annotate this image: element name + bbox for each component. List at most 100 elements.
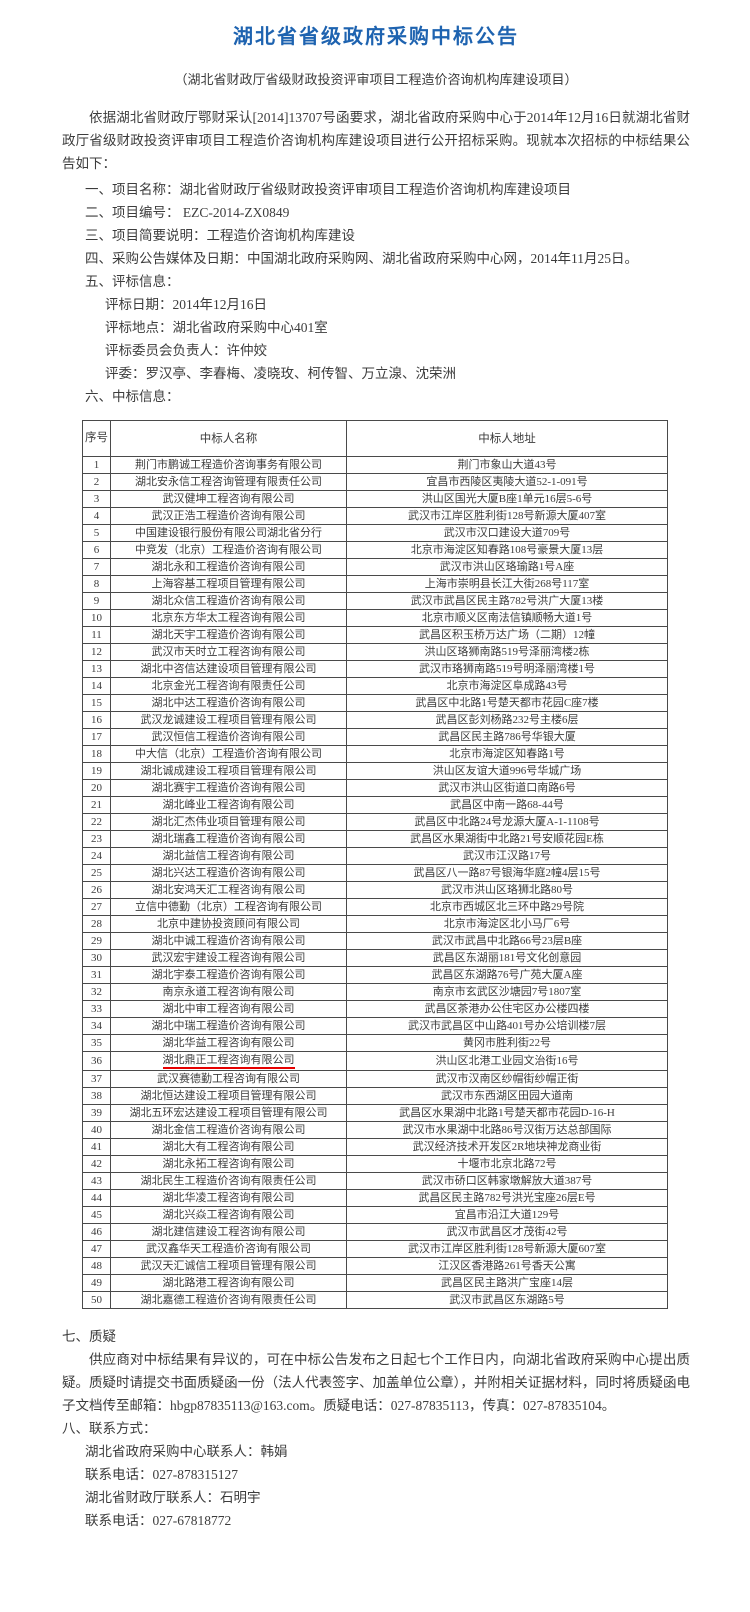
- header-name: 中标人名称: [110, 420, 347, 457]
- cell-row-number: 13: [82, 660, 111, 678]
- cell-row-number: 22: [82, 813, 111, 831]
- page-subtitle: （湖北省财政厅省级财政投资评审项目工程造价咨询机构库建设项目）: [174, 72, 578, 87]
- cell-row-number: 28: [82, 915, 111, 933]
- cell-winner-address: 十堰市北京北路72号: [346, 1155, 668, 1173]
- item-project-name: 一、项目名称：湖北省财政厅省级财政投资评审项目工程造价咨询机构库建设项目: [85, 182, 571, 197]
- eval-date: 评标日期：2014年12月16日: [105, 297, 267, 312]
- cell-winner-address: 武汉市江岸区胜利街128号新源大厦607室: [346, 1240, 668, 1258]
- table-row: 49 湖北路港工程咨询有限公司 武昌区民主路洪广宝座14层: [82, 1274, 668, 1292]
- cell-winner-name: 湖北永和工程造价咨询有限公司: [110, 558, 347, 576]
- cell-row-number: 17: [82, 728, 111, 746]
- table-row: 23 湖北瑞鑫工程造价咨询有限公司 武昌区水果湖街中北路21号安顺花园E栋: [82, 830, 668, 848]
- table-row: 18 中大信（北京）工程造价咨询有限公司 北京市海淀区知春路1号: [82, 745, 668, 763]
- cell-winner-name: 武汉恒信工程造价咨询有限公司: [110, 728, 347, 746]
- item-eval-info: 五、评标信息：: [85, 274, 180, 289]
- table-row: 48 武汉天汇诚信工程项目管理有限公司 江汉区香港路261号香天公寓: [82, 1257, 668, 1275]
- table-row: 16 武汉龙诚建设工程项目管理有限公司 武昌区彭刘杨路232号主楼6层: [82, 711, 668, 729]
- quibble-heading: 七、质疑: [62, 1329, 116, 1344]
- cell-winner-address: 北京市顺义区南法信镇顺畅大道1号: [346, 609, 668, 627]
- table-row: 41 湖北大有工程咨询有限公司 武汉经济技术开发区2R地块神龙商业街: [82, 1138, 668, 1156]
- table-row: 14 北京金光工程咨询有限责任公司 北京市海淀区阜成路43号: [82, 677, 668, 695]
- table-row: 39 湖北五环宏达建设工程项目管理有限公司 武昌区水果湖中北路1号楚天都市花园D-1…: [82, 1104, 668, 1122]
- cell-winner-name: 湖北永拓工程咨询有限公司: [110, 1155, 347, 1173]
- table-row: 24 湖北益信工程咨询有限公司 武汉市江汉路17号: [82, 847, 668, 865]
- cell-winner-name: 中大信（北京）工程造价咨询有限公司: [110, 745, 347, 763]
- cell-winner-name: 湖北中咨信达建设项目管理有限公司: [110, 660, 347, 678]
- table-row: 7 湖北永和工程造价咨询有限公司 武汉市洪山区珞瑜路1号A座: [82, 558, 668, 576]
- cell-winner-address: 武昌区中南一路68-44号: [346, 796, 668, 814]
- cell-row-number: 33: [82, 1000, 111, 1018]
- cell-winner-name: 中竞发（北京）工程造价咨询有限公司: [110, 541, 347, 559]
- cell-winner-name: 北京中建协投资顾问有限公司: [110, 915, 347, 933]
- cell-row-number: 20: [82, 779, 111, 797]
- cell-winner-name: 湖北金信工程造价咨询有限公司: [110, 1121, 347, 1139]
- cell-winner-address: 北京市西城区北三环中路29号院: [346, 898, 668, 916]
- table-row: 5 中国建设银行股份有限公司湖北省分行 武汉市汉口建设大道709号: [82, 524, 668, 542]
- cell-winner-address: 武汉市汉口建设大道709号: [346, 524, 668, 542]
- cell-row-number: 9: [82, 592, 111, 610]
- cell-winner-address: 武汉市水果湖中北路86号汉街万达总部国际: [346, 1121, 668, 1139]
- cell-row-number: 46: [82, 1223, 111, 1241]
- cell-winner-address: 武汉市江岸区胜利街128号新源大厦407室: [346, 507, 668, 525]
- cell-row-number: 34: [82, 1017, 111, 1035]
- cell-row-number: 10: [82, 609, 111, 627]
- table-row: 44 湖北华凌工程咨询有限公司 武昌区民主路782号洪光宝座26层E号: [82, 1189, 668, 1207]
- table-row: 36★ 湖北鼎正工程咨询有限公司 洪山区北港工业园文治街16号: [82, 1051, 668, 1071]
- cell-row-number: 43: [82, 1172, 111, 1190]
- cell-row-number: 11: [82, 626, 111, 644]
- cell-winner-name: 武汉鑫华天工程造价咨询有限公司: [110, 1240, 347, 1258]
- cell-winner-name: 湖北兴达工程造价咨询有限公司: [110, 864, 347, 882]
- cell-row-number: 35: [82, 1034, 111, 1052]
- cell-winner-address: 武昌区民主路786号华银大厦: [346, 728, 668, 746]
- item-project-brief: 三、项目简要说明：工程造价咨询机构库建设: [85, 228, 355, 243]
- cell-row-number: 24: [82, 847, 111, 865]
- table-row: 31 湖北宇泰工程造价咨询有限公司 武昌区东湖路76号广苑大厦A座: [82, 966, 668, 984]
- cell-winner-address: 武昌区彭刘杨路232号主楼6层: [346, 711, 668, 729]
- page-title: 湖北省省级政府采购中标公告: [233, 26, 519, 48]
- cell-winner-name: 湖北五环宏达建设工程项目管理有限公司: [110, 1104, 347, 1122]
- cell-winner-address: 江汉区香港路261号香天公寓: [346, 1257, 668, 1275]
- cell-winner-address: 武汉市洪山区珞狮北路80号: [346, 881, 668, 899]
- table-row: 35 湖北华益工程咨询有限公司 黄冈市胜利街22号: [82, 1034, 668, 1052]
- cell-winner-name: 武汉正浩工程造价咨询有限公司: [110, 507, 347, 525]
- table-row: 9 湖北众信工程造价咨询有限公司 武汉市武昌区民主路782号洪广大厦13楼: [82, 592, 668, 610]
- cell-winner-name: 湖北诚成建设工程项目管理有限公司: [110, 762, 347, 780]
- cell-winner-name: 湖北兴焱工程咨询有限公司: [110, 1206, 347, 1224]
- cell-winner-address: 武汉市江汉路17号: [346, 847, 668, 865]
- cell-winner-address: 上海市崇明县长江大街268号117室: [346, 575, 668, 593]
- cell-winner-address: 武昌区中北路24号龙源大厦A-1-1108号: [346, 813, 668, 831]
- cell-row-number: 30: [82, 949, 111, 967]
- cell-winner-address: 荆门市象山大道43号: [346, 456, 668, 474]
- winners-table: 序号 中标人名称 中标人地址 1 荆门市鹏诚工程造价咨询事务有限公司 荆门市象山大道…: [82, 420, 668, 1309]
- cell-row-number: 37: [82, 1070, 111, 1088]
- cell-winner-name: 湖北路港工程咨询有限公司: [110, 1274, 347, 1292]
- cell-winner-name: 荆门市鹏诚工程造价咨询事务有限公司: [110, 456, 347, 474]
- table-row: 30 武汉宏宇建设工程咨询有限公司 武昌区东湖丽181号文化创意园: [82, 949, 668, 967]
- cell-winner-name: 上海容基工程项目管理有限公司: [110, 575, 347, 593]
- cell-winner-address: 宜昌市西陵区夷陵大道52-1-091号: [346, 473, 668, 491]
- cell-winner-address: 武昌区水果湖中北路1号楚天都市花园D-16-H: [346, 1104, 668, 1122]
- cell-winner-name: 北京金光工程咨询有限责任公司: [110, 677, 347, 695]
- cell-winner-address: 南京市玄武区沙塘园7号1807室: [346, 983, 668, 1001]
- table-row: 10 北京东方华太工程咨询有限公司 北京市顺义区南法信镇顺畅大道1号: [82, 609, 668, 627]
- table-row: 28 北京中建协投资顾问有限公司 北京市海淀区北小马厂6号: [82, 915, 668, 933]
- cell-winner-name: 北京东方华太工程咨询有限公司: [110, 609, 347, 627]
- cell-row-number: 36★: [82, 1051, 111, 1071]
- eval-place: 评标地点：湖北省政府采购中心401室: [105, 320, 328, 335]
- eval-chief: 评标委员会负责人：许仲姣: [105, 343, 267, 358]
- cell-winner-name: 湖北天宇工程造价咨询有限公司: [110, 626, 347, 644]
- cell-winner-name: 武汉赛德勤工程咨询有限公司: [110, 1070, 347, 1088]
- cell-winner-name: 湖北益信工程咨询有限公司: [110, 847, 347, 865]
- table-row: 47 武汉鑫华天工程造价咨询有限公司 武汉市江岸区胜利街128号新源大厦607室: [82, 1240, 668, 1258]
- cell-winner-address: 武昌区民主路洪广宝座14层: [346, 1274, 668, 1292]
- cell-winner-address: 宜昌市沿江大道129号: [346, 1206, 668, 1224]
- cell-row-number: 38: [82, 1087, 111, 1105]
- cell-winner-name: 武汉天汇诚信工程项目管理有限公司: [110, 1257, 347, 1275]
- cell-winner-address: 北京市海淀区知春路108号豪景大厦13层: [346, 541, 668, 559]
- cell-row-number: 42: [82, 1155, 111, 1173]
- header-no: 序号: [82, 420, 111, 457]
- cell-winner-name: 湖北众信工程造价咨询有限公司: [110, 592, 347, 610]
- cell-row-number: 50: [82, 1291, 111, 1309]
- cell-winner-address: 武汉经济技术开发区2R地块神龙商业街: [346, 1138, 668, 1156]
- quibble-paragraph: 供应商对中标结果有异议的，可在中标公告发布之日起七个工作日内，向湖北省政府采购中…: [62, 1352, 690, 1413]
